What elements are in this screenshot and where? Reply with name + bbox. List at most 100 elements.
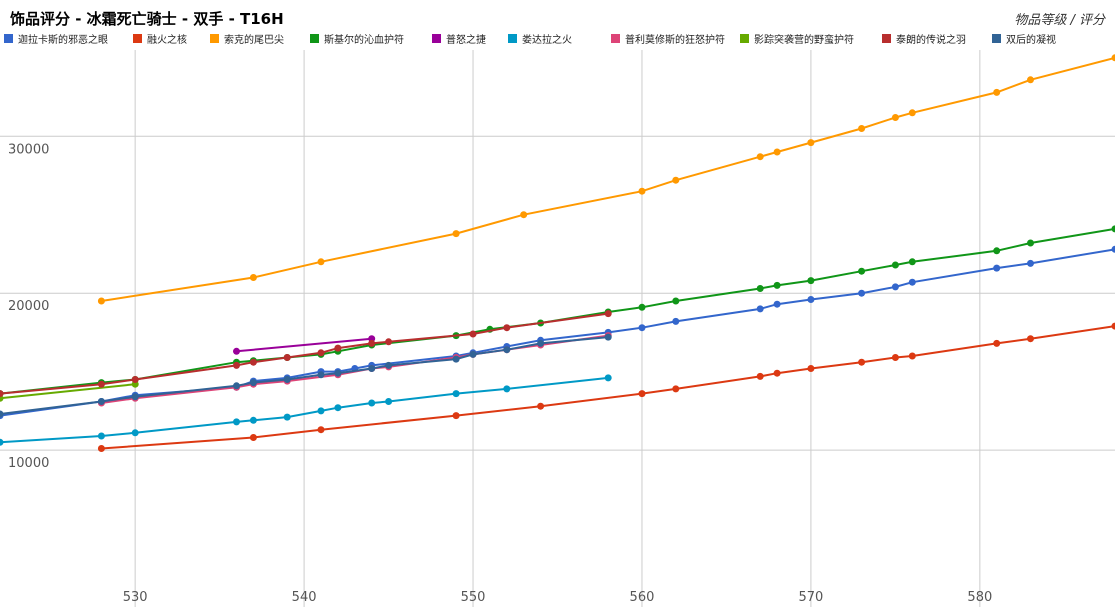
legend-swatch-2 [210, 33, 219, 43]
legend-item-8[interactable]: 泰朗的传说之羽 [882, 30, 966, 46]
series-line-3 [0, 227, 1115, 395]
series-3-point-20 [908, 258, 916, 266]
legend-label-9: 双后的凝视 [1006, 34, 1056, 46]
series-2-point-1 [249, 274, 257, 281]
series-1-point-7 [756, 372, 764, 380]
series-5-point-3 [233, 418, 240, 426]
series-2-point-15 [1111, 54, 1115, 62]
series-8-point-3 [233, 361, 240, 369]
series-0-point-22 [908, 278, 916, 286]
legend-swatch-5 [508, 33, 517, 43]
series-1-point-2 [317, 426, 325, 434]
series-1-point-6 [672, 385, 680, 393]
legend-label-4: 普怒之捷 [446, 34, 486, 46]
legend-swatch-9 [992, 33, 1001, 43]
series-8-point-9 [385, 338, 393, 346]
series-1-point-12 [908, 352, 916, 360]
series-line-1 [101, 325, 1115, 450]
series-2-point-2 [317, 258, 325, 266]
series-0-point-21 [891, 283, 899, 291]
series-0-point-19 [807, 296, 815, 303]
series-2-point-4 [520, 211, 528, 219]
series-9-point-8 [368, 365, 376, 372]
series-8-point-0 [0, 390, 4, 398]
legend-label-2: 索克的尾巴尖 [224, 34, 284, 46]
legend-label-7: 影踪突袭营的野蛮护符 [754, 34, 854, 46]
series-0-point-16 [672, 317, 680, 325]
series-0-point-20 [858, 289, 866, 297]
legend-label-8: 泰朗的传说之羽 [896, 34, 966, 46]
series-1-point-5 [638, 390, 646, 398]
series-1-point-3 [452, 412, 460, 420]
legend-item-5[interactable]: 娄达拉之火 [508, 30, 572, 46]
legend-label-0: 迦拉卡斯的邪恶之眼 [18, 34, 108, 46]
legend-item-6[interactable]: 普利莫修斯的狂怒护符 [611, 30, 725, 46]
legend-swatch-1 [133, 33, 142, 43]
series-0-point-23 [993, 264, 1001, 272]
legend-label-3: 斯基尔的沁血护符 [324, 34, 404, 46]
y-tick-label-20000: 20000 [8, 299, 49, 314]
legend-item-0[interactable]: 迦拉卡斯的邪恶之眼 [4, 30, 108, 46]
legend-swatch-8 [882, 33, 891, 43]
legend-item-3[interactable]: 斯基尔的沁血护符 [310, 30, 404, 46]
series-2-point-10 [858, 125, 866, 132]
series-5-point-7 [334, 404, 342, 412]
chart-unit-label: 物品等级 / 评分 [1014, 13, 1105, 28]
series-1-point-8 [773, 369, 781, 377]
series-8-point-8 [368, 339, 376, 347]
series-5-point-4 [249, 416, 257, 424]
series-9-point-7 [334, 369, 342, 377]
series-5-point-11 [503, 385, 511, 393]
series-3-point-18 [858, 267, 866, 275]
series-1-point-1 [249, 434, 257, 441]
legend-item-1[interactable]: 融火之核 [133, 30, 187, 46]
series-9-point-2 [131, 393, 139, 401]
legend-swatch-7 [740, 33, 749, 43]
series-0-point-25 [1111, 245, 1115, 253]
legend-swatch-6 [611, 33, 620, 43]
series-5-point-2 [131, 429, 139, 437]
chart-legend: 迦拉卡斯的邪恶之眼 融火之核 索克的尾巴尖 斯基尔的沁血护符 普怒之捷 娄达拉之火 普利莫修… [0, 30, 1115, 46]
series-9-point-14 [604, 333, 612, 341]
series-2-point-5 [638, 187, 646, 195]
series-line-4 [236, 337, 372, 353]
x-tick-label-530: 530 [123, 590, 148, 605]
legend-item-4[interactable]: 普怒之捷 [432, 30, 486, 46]
series-1-point-13 [993, 339, 1001, 347]
series-3-point-16 [773, 281, 781, 289]
series-0-point-18 [773, 300, 781, 308]
series-1-point-11 [891, 354, 899, 361]
series-3-point-14 [672, 297, 680, 305]
legend-item-2[interactable]: 索克的尾巴尖 [210, 30, 284, 46]
series-2-point-11 [891, 114, 899, 121]
series-3-point-19 [891, 261, 899, 269]
series-5-point-6 [317, 407, 325, 415]
series-line-7 [0, 383, 136, 400]
legend-item-9[interactable]: 双后的凝视 [992, 30, 1056, 46]
series-5-point-5 [283, 413, 291, 421]
legend-swatch-4 [432, 33, 441, 43]
series-0-point-24 [1027, 259, 1034, 267]
series-2-point-13 [993, 88, 1001, 96]
series-8-point-2 [131, 376, 139, 383]
series-9-point-11 [469, 350, 477, 358]
series-2-point-3 [452, 230, 460, 238]
series-5-point-10 [452, 390, 460, 398]
series-2-point-9 [807, 139, 815, 147]
y-tick-label-10000: 10000 [8, 456, 49, 471]
series-1-point-0 [97, 445, 105, 452]
series-2-point-0 [97, 297, 105, 305]
legend-label-5: 娄达拉之火 [522, 34, 572, 46]
series-8-point-7 [334, 344, 342, 352]
legend-item-7[interactable]: 影踪突袭营的野蛮护符 [740, 30, 854, 46]
series-8-point-10 [469, 330, 477, 338]
series-1-point-15 [1111, 322, 1115, 330]
x-tick-label-580: 580 [967, 590, 992, 605]
series-9-point-4 [249, 379, 257, 387]
series-2-point-7 [756, 153, 764, 161]
series-5-point-0 [0, 438, 4, 446]
series-line-0 [0, 248, 1115, 417]
series-9-point-5 [283, 376, 291, 383]
chart-title: 饰品评分 - 冰霜死亡骑士 - 双手 - T16H [10, 10, 284, 28]
